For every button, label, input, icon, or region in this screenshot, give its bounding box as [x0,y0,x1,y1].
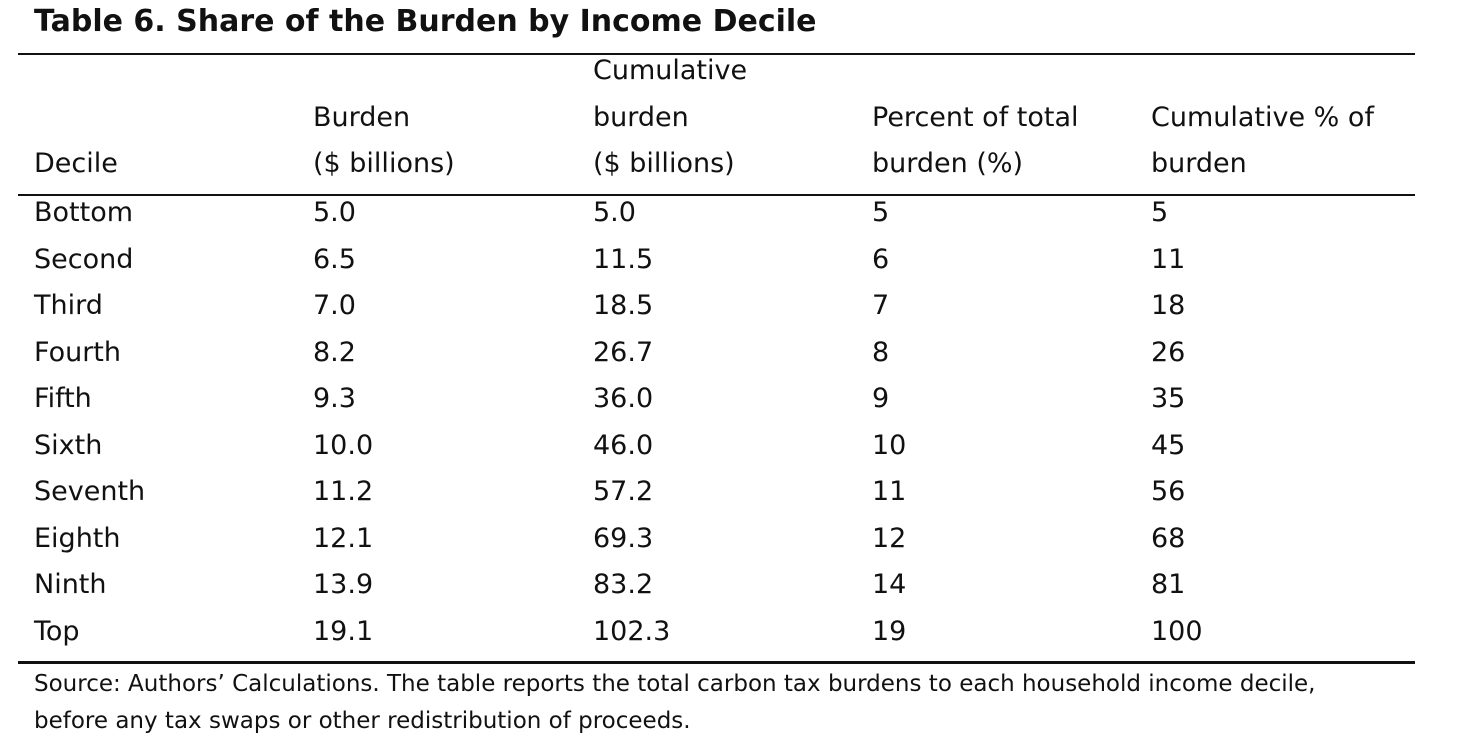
cell-value: 5 [872,197,890,228]
column-header: ($ billions) [593,148,735,179]
cell-value: 46.0 [593,429,654,461]
bottom-rule [18,661,1415,664]
cell-value: 69.3 [593,522,654,554]
cell-value: 102.3 [593,615,671,647]
cell-value: 18.5 [593,290,654,321]
cell-value: 35 [1151,383,1186,414]
cell-value: 11 [872,476,907,507]
cell-value: 12.1 [313,522,374,554]
row-label: Third [34,290,103,321]
column-header: ($ billions) [313,148,455,179]
row-label: Seventh [34,476,146,507]
cell-value: 5 [1151,197,1169,228]
cell-value: 83.2 [593,569,654,600]
cell-value: 100 [1151,615,1203,647]
cell-value: 5.0 [593,197,636,228]
row-label: Sixth [34,429,103,461]
cell-value: 11.5 [593,243,654,275]
source-note: before any tax swaps or other redistribu… [34,708,691,734]
cell-value: 68 [1151,522,1186,554]
cell-value: 57.2 [593,476,654,507]
cell-value: 11.2 [313,476,374,507]
cell-value: 5.0 [313,197,356,228]
cell-value: 81 [1151,569,1186,600]
cell-value: 9 [872,383,890,414]
column-header: Burden [313,101,411,133]
cell-value: 13.9 [313,569,374,600]
cell-value: 6.5 [313,243,356,275]
column-header: Cumulative % of [1151,101,1374,133]
cell-value: 9.3 [313,383,356,414]
column-header: Percent of total [872,101,1079,133]
table-title: Table 6. Share of the Burden by Income D… [34,4,817,39]
top-rule [18,53,1415,55]
cell-value: 7 [872,290,890,321]
cell-value: 11 [1151,243,1186,275]
row-label: Fourth [34,336,121,368]
column-header: burden (%) [872,148,1024,179]
column-header: Decile [34,148,118,179]
cell-value: 56 [1151,476,1186,507]
column-header: burden [593,101,689,133]
row-label: Ninth [34,569,107,600]
cell-value: 26.7 [593,336,654,368]
cell-value: 19.1 [313,615,374,647]
row-label: Top [34,615,80,647]
header-rule [18,194,1415,196]
cell-value: 10.0 [313,429,374,461]
cell-value: 36.0 [593,383,654,414]
source-note: Source: Authors’ Calculations. The table… [34,671,1316,697]
cell-value: 10 [872,429,907,461]
cell-value: 8 [872,336,890,368]
cell-value: 19 [872,615,907,647]
cell-value: 14 [872,569,907,600]
cell-value: 12 [872,522,907,554]
cell-value: 8.2 [313,336,356,368]
column-header: Cumulative [593,55,748,86]
cell-value: 7.0 [313,290,356,321]
row-label: Eighth [34,522,121,554]
cell-value: 18 [1151,290,1186,321]
row-label: Bottom [34,197,134,228]
row-label: Second [34,243,134,275]
column-header: burden [1151,148,1247,179]
cell-value: 26 [1151,336,1186,368]
cell-value: 6 [872,243,890,275]
cell-value: 45 [1151,429,1186,461]
row-label: Fifth [34,383,92,414]
